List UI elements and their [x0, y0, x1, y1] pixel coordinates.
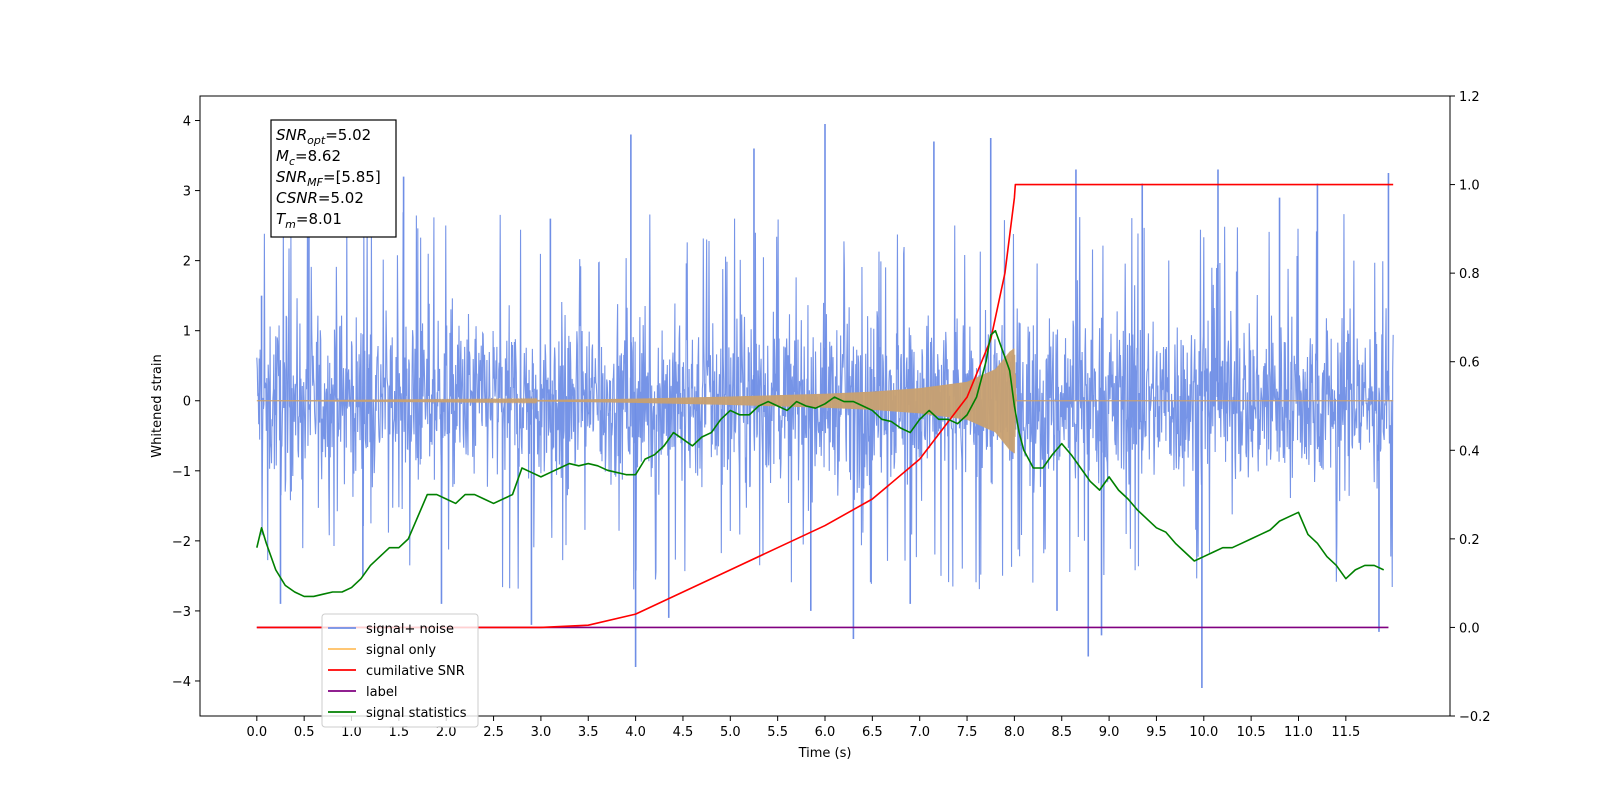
x-tick-label: 10.0	[1189, 725, 1218, 740]
x-tick-label: 6.0	[815, 725, 836, 740]
y-left-tick-label: −2	[172, 535, 191, 550]
y-left-tick-label: −4	[172, 675, 191, 690]
annotation-line: SNRopt=5.02	[276, 126, 371, 147]
x-tick-label: 3.0	[531, 725, 552, 740]
signal-only-line	[256, 348, 1394, 454]
legend-frame	[321, 613, 479, 728]
x-tick-label: 5.0	[720, 725, 741, 740]
x-tick-label: 10.5	[1237, 725, 1266, 740]
annotation-line: Mc=8.62	[276, 147, 341, 168]
legend-entry-label: label	[366, 685, 397, 700]
x-tick-label: 6.5	[862, 725, 883, 740]
x-tick-label: 1.5	[389, 725, 410, 740]
x-tick-label: 3.5	[578, 725, 599, 740]
y-right-tick-label: 1.2	[1459, 90, 1480, 105]
x-tick-label: 0.5	[294, 725, 315, 740]
y-left-tick-label: 1	[183, 325, 191, 340]
y-left-tick-label: 2	[183, 255, 191, 270]
legend: signal+ noise signal only cumilative SNR la…	[321, 613, 479, 728]
legend-entry-label: signal+ noise	[366, 622, 454, 637]
y-left-tick-label: 0	[183, 395, 191, 410]
annotation-symbol: T	[276, 210, 287, 228]
y-axis-label: Whitened strain	[150, 354, 165, 457]
y-right-tick-label: 1.0	[1459, 179, 1480, 194]
y-right-tick-label: −0.2	[1459, 710, 1491, 725]
annotation-subscript: m	[285, 218, 296, 231]
x-tick-label: 1.0	[341, 725, 362, 740]
signal-statistics-line	[256, 329, 1385, 598]
x-tick-label: 9.0	[1099, 725, 1120, 740]
y-axis-left-ticks: 4 3 2 1 0 −1 −2 −3 −4	[172, 115, 200, 690]
x-tick-label: 0.0	[246, 725, 267, 740]
annotation-line: Tm=8.01	[276, 210, 342, 231]
x-axis-label: Time (s)	[798, 746, 852, 761]
annotation-subscript: opt	[307, 134, 326, 147]
annotation-line: SNRMF=[5.85]	[276, 168, 381, 189]
annotation-symbol: M	[276, 147, 289, 165]
x-tick-label: 2.5	[483, 725, 504, 740]
x-tick-label: 4.5	[673, 725, 694, 740]
x-tick-label: 8.0	[1004, 725, 1025, 740]
x-tick-label: 7.5	[957, 725, 978, 740]
legend-entry-label: signal statistics	[366, 706, 467, 721]
signal-plus-noise-series	[256, 124, 1394, 688]
annotation-value: =[5.85]	[323, 168, 381, 186]
annotation-subscript: c	[289, 155, 295, 168]
annotation-frame	[270, 119, 397, 238]
y-left-tick-label: −3	[172, 605, 191, 620]
x-tick-label: 9.5	[1146, 725, 1167, 740]
annotation-symbol: SNR	[276, 168, 307, 186]
legend-entry-label: signal only	[366, 643, 436, 658]
y-right-tick-label: 0.6	[1459, 356, 1480, 371]
annotation-value: =8.01	[296, 210, 342, 228]
annotation-symbol: SNR	[276, 126, 307, 144]
legend-entry-label: cumilative SNR	[366, 664, 465, 679]
signal-only-series	[256, 348, 1394, 454]
annotation-value: =5.02	[325, 126, 371, 144]
parameter-annotation-box: SNRopt=5.02Mc=8.62SNRMF=[5.85]CSNR=5.02T…	[270, 119, 397, 238]
y-right-tick-label: 0.4	[1459, 444, 1480, 459]
x-tick-label: 5.5	[767, 725, 788, 740]
cumilative-snr-line	[256, 183, 1394, 629]
annotation-symbol: CSNR	[276, 189, 318, 207]
y-right-tick-label: 0.8	[1459, 267, 1480, 282]
x-tick-label: 2.0	[436, 725, 457, 740]
x-tick-label: 8.5	[1051, 725, 1072, 740]
y-axis-right-ticks: 1.2 1.0 0.8 0.6 0.4 0.2 0.0 −0.2	[1450, 90, 1491, 725]
annotation-subscript: MF	[307, 176, 323, 189]
x-tick-label: 7.0	[909, 725, 930, 740]
y-right-tick-label: 0.0	[1459, 621, 1480, 636]
y-left-tick-label: 3	[183, 185, 191, 200]
y-right-tick-label: 0.2	[1459, 533, 1480, 548]
x-tick-label: 4.0	[625, 725, 646, 740]
x-tick-label: 11.5	[1331, 725, 1360, 740]
x-tick-label: 11.0	[1284, 725, 1313, 740]
annotation-value: =5.02	[318, 189, 364, 207]
y-left-tick-label: −1	[172, 465, 191, 480]
annotation-value: =8.62	[295, 147, 341, 165]
x-axis-ticks: 0.0 0.5 1.0 1.5 2.0 2.5 3.0 3.5 4.0 4.5 5.0 5.5 6.0 6…	[246, 716, 1360, 740]
y-left-tick-label: 4	[183, 115, 191, 130]
annotation-line: CSNR=5.02	[276, 189, 364, 207]
